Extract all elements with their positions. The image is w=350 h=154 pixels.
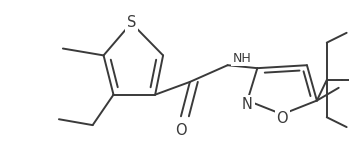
Text: O: O [276,111,288,126]
Text: O: O [175,123,187,138]
Text: N: N [242,97,253,112]
Text: S: S [127,16,136,30]
Text: NH: NH [232,52,251,65]
